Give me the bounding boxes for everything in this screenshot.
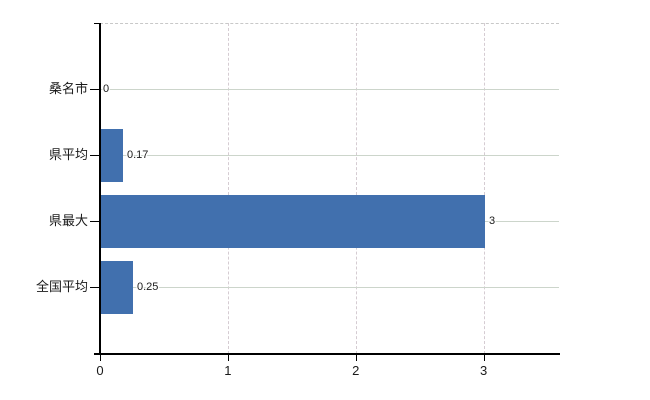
- y-axis-top-cap: [94, 23, 100, 24]
- x-tick-mark: [355, 355, 357, 361]
- x-tick-label: 1: [224, 363, 232, 378]
- bar-value-label: 0.25: [137, 281, 159, 293]
- x-tick-mark: [483, 355, 485, 361]
- h-gridline: [101, 155, 559, 156]
- x-tick-label: 0: [96, 363, 104, 378]
- h-gridline: [101, 287, 559, 288]
- x-tick-mark: [227, 355, 229, 361]
- bar[interactable]: [101, 195, 485, 248]
- plot-top-border: [100, 23, 559, 24]
- v-gridline: [355, 23, 357, 354]
- y-tick-mark: [90, 89, 100, 90]
- x-tick-label: 2: [352, 363, 360, 378]
- x-axis-line: [94, 353, 560, 355]
- x-tick-mark: [100, 355, 101, 361]
- y-tick-mark: [90, 287, 100, 288]
- bar-value-label: 0: [103, 83, 110, 95]
- v-gridline: [483, 23, 485, 354]
- bar[interactable]: [101, 261, 133, 314]
- x-tick-label: 3: [479, 363, 488, 378]
- category-label: 県平均: [48, 147, 88, 162]
- y-tick-mark: [90, 155, 100, 156]
- y-tick-mark: [90, 221, 100, 222]
- category-label: 県最大: [48, 213, 88, 228]
- v-gridline: [227, 23, 229, 354]
- h-gridline: [101, 89, 559, 90]
- bar[interactable]: [101, 129, 123, 182]
- bar-value-label: 0.17: [127, 149, 149, 161]
- y-axis-line: [99, 23, 101, 354]
- category-label: 桑名市: [48, 81, 88, 96]
- category-label: 全国平均: [35, 279, 88, 294]
- bar-value-label: 3: [489, 215, 496, 227]
